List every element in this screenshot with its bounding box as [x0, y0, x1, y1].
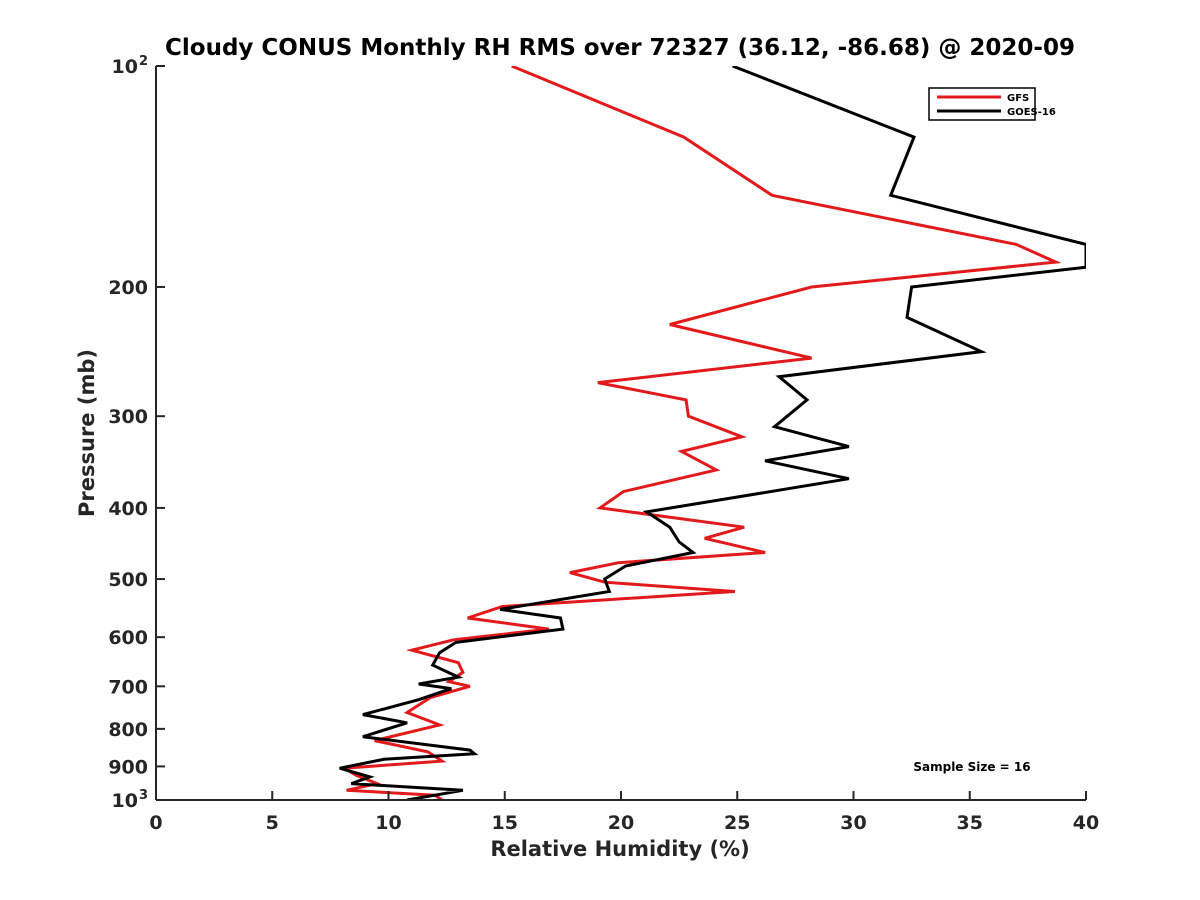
- x-tick-label: 40: [1073, 812, 1099, 834]
- x-tick-label: 10: [375, 812, 401, 834]
- y-tick-label: 900: [108, 756, 148, 778]
- y-tick-exponent: 2: [139, 54, 148, 69]
- legend-label: GFS: [1007, 93, 1029, 104]
- y-axis-title: Pressure (mb): [75, 349, 99, 517]
- y-tick-label: 10: [112, 56, 138, 78]
- plot-area: [339, 66, 1086, 800]
- chart-title: Cloudy CONUS Monthly RH RMS over 72327 (…: [165, 35, 1075, 61]
- y-tick-label: 800: [108, 719, 148, 741]
- axes: [155, 66, 1086, 801]
- series-line-gfs: [339, 66, 1062, 800]
- x-axis-title: Relative Humidity (%): [490, 837, 749, 861]
- y-tick-label: 300: [108, 406, 148, 428]
- x-tick-label: 35: [957, 812, 983, 834]
- y-tick-label: 200: [108, 277, 148, 299]
- x-tick-label: 30: [840, 812, 866, 834]
- y-tick-label: 500: [108, 569, 148, 591]
- y-tick-exponent: 3: [139, 788, 148, 803]
- legend-box: [928, 87, 1036, 121]
- x-axis-ticks: 0 5 10 15 20 25 30 35 40: [149, 791, 1099, 834]
- y-tick-label: 10: [112, 790, 138, 812]
- legend: GFS GOES-16: [928, 87, 1056, 121]
- series-line-goes-16: [339, 66, 1086, 800]
- x-tick-label: 5: [266, 812, 279, 834]
- y-tick-label: 700: [108, 676, 148, 698]
- chart-title-group: Cloudy CONUS Monthly RH RMS over 72327 (…: [165, 35, 1075, 61]
- legend-label: GOES-16: [1007, 107, 1056, 118]
- x-tick-label: 15: [492, 812, 518, 834]
- sample-size-annotation: Sample Size = 16: [913, 760, 1030, 774]
- y-tick-label: 400: [108, 498, 148, 520]
- x-tick-label: 20: [608, 812, 634, 834]
- x-tick-label: 0: [149, 812, 162, 834]
- x-tick-label: 25: [724, 812, 750, 834]
- y-tick-label: 600: [108, 627, 148, 649]
